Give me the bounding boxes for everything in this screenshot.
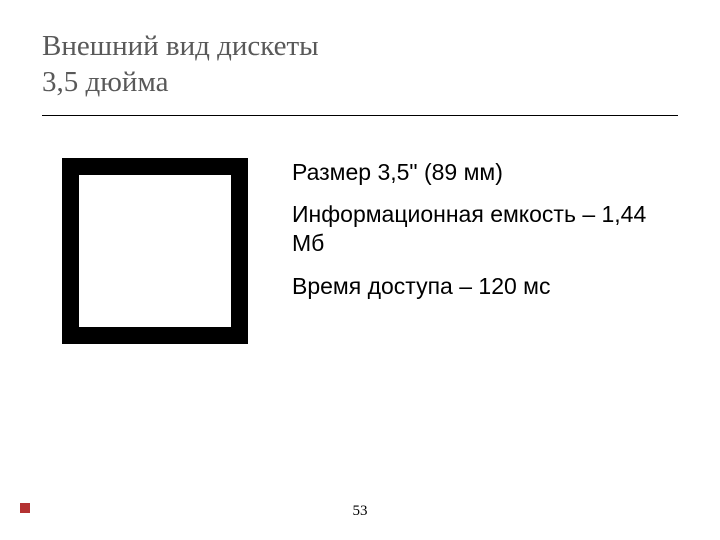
floppy-diagram [62,158,248,344]
list-item: Информационная емкость – 1,44 Мб [292,200,678,258]
content-area: Размер 3,5" (89 мм) Информационная емкос… [42,158,678,344]
diagram-inner-square [79,175,231,327]
title-line-2: 3,5 дюйма [42,64,678,100]
list-item: Время доступа – 120 мс [292,272,678,301]
diagram-outer-square [62,158,248,344]
page-number: 53 [0,503,720,520]
bullet-list: Размер 3,5" (89 мм) Информационная емкос… [292,158,678,315]
slide: Внешний вид дискеты 3,5 дюйма Размер 3,5… [0,0,720,540]
slide-title: Внешний вид дискеты 3,5 дюйма [42,28,678,116]
title-line-1: Внешний вид дискеты [42,28,678,64]
list-item: Размер 3,5" (89 мм) [292,158,678,187]
